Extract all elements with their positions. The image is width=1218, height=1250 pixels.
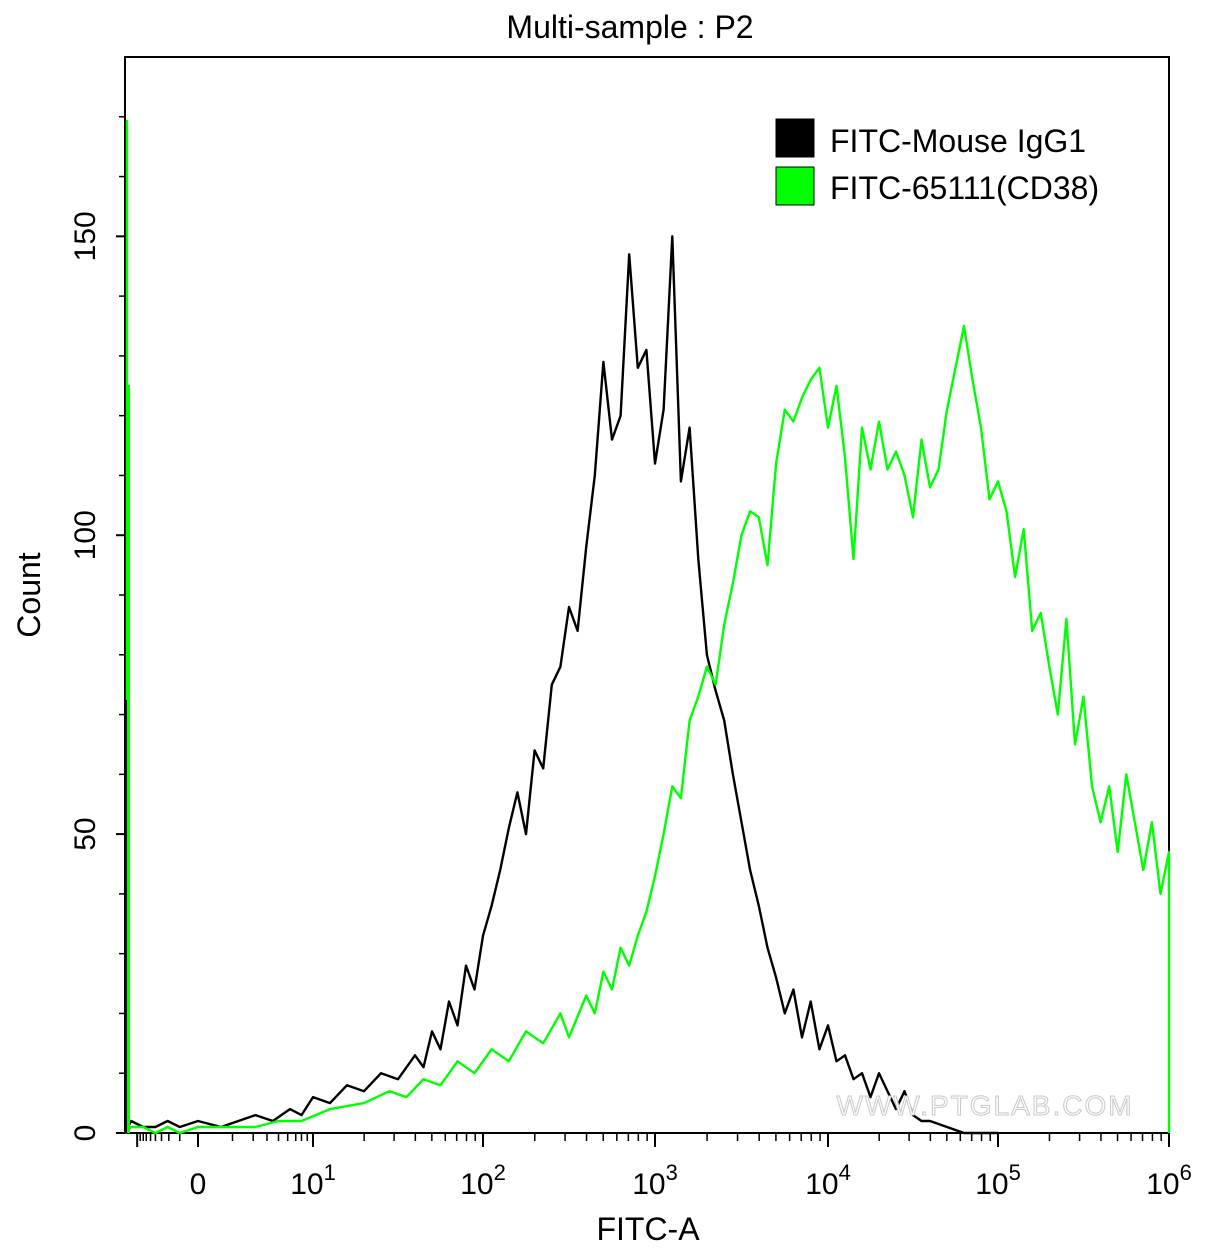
watermark: WWW.PTGLAB.COM — [836, 1090, 1133, 1121]
x-tick-label-4: 104 — [805, 1160, 851, 1201]
y-axis: 0 50 100 150 — [69, 116, 125, 1142]
plot-frame — [124, 56, 1170, 1134]
y-tick-label-0: 0 — [69, 1125, 102, 1142]
legend-swatch-isotype — [775, 118, 815, 158]
series-line-0 — [123, 235, 998, 1135]
y-tick-label-150: 150 — [69, 211, 102, 261]
x-tick-label-1: 101 — [290, 1160, 336, 1201]
x-tick-label-0: 0 — [190, 1168, 207, 1201]
x-axis-label: FITC-A — [596, 1211, 700, 1247]
y-axis-label: Count — [11, 552, 47, 638]
legend: FITC-Mouse IgG1 FITC-65111(CD38) — [775, 118, 1099, 206]
x-tick-label-6: 106 — [1146, 1160, 1192, 1201]
series-layer — [123, 120, 1171, 1135]
y-tick-label-100: 100 — [69, 510, 102, 560]
x-tick-label-3: 103 — [632, 1160, 678, 1201]
legend-label-isotype: FITC-Mouse IgG1 — [830, 123, 1086, 159]
legend-swatch-cd38 — [775, 166, 815, 206]
series-line-1 — [124, 324, 1171, 1135]
legend-label-cd38: FITC-65111(CD38) — [830, 170, 1099, 206]
x-tick-label-2: 102 — [460, 1160, 506, 1201]
x-tick-label-5: 105 — [975, 1160, 1021, 1201]
chart-title: Multi-sample : P2 — [506, 9, 753, 45]
y-tick-label-50: 50 — [69, 817, 102, 850]
x-axis: 0 101 102 103 104 105 106 — [136, 1133, 1192, 1201]
